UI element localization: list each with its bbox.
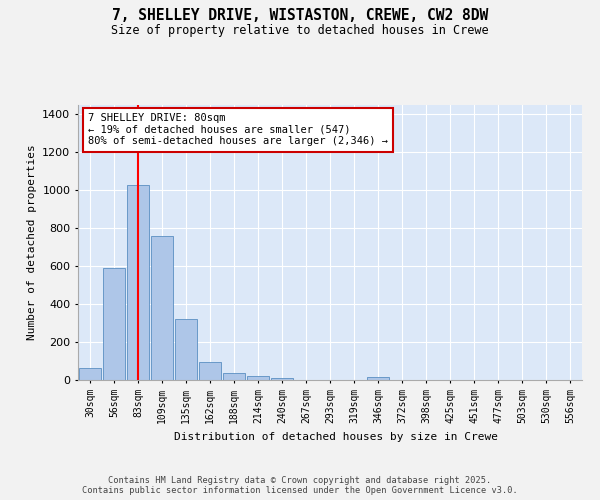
Bar [367, 377, 389, 380]
Bar [247, 376, 269, 380]
Bar [151, 236, 173, 380]
Bar [271, 378, 293, 380]
Text: Size of property relative to detached houses in Crewe: Size of property relative to detached ho… [111, 24, 489, 37]
Y-axis label: Number of detached properties: Number of detached properties [26, 144, 37, 340]
Text: Contains HM Land Registry data © Crown copyright and database right 2025.
Contai: Contains HM Land Registry data © Crown c… [82, 476, 518, 495]
Text: 7, SHELLEY DRIVE, WISTASTON, CREWE, CW2 8DW: 7, SHELLEY DRIVE, WISTASTON, CREWE, CW2 … [112, 8, 488, 22]
Text: Distribution of detached houses by size in Crewe: Distribution of detached houses by size … [174, 432, 498, 442]
Bar [175, 320, 197, 380]
Bar [223, 373, 245, 380]
Bar [79, 368, 101, 380]
Bar [103, 268, 125, 380]
Bar [199, 362, 221, 380]
Text: 7 SHELLEY DRIVE: 80sqm
← 19% of detached houses are smaller (547)
80% of semi-de: 7 SHELLEY DRIVE: 80sqm ← 19% of detached… [88, 114, 388, 146]
Bar [127, 184, 149, 380]
